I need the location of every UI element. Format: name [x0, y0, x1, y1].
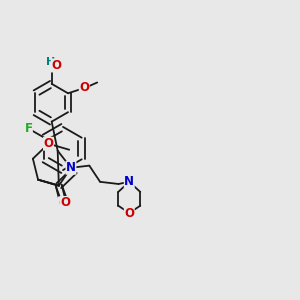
Text: O: O: [60, 196, 70, 209]
Text: N: N: [124, 175, 134, 188]
Text: H: H: [46, 57, 55, 67]
Text: F: F: [24, 122, 32, 135]
Text: O: O: [124, 206, 134, 220]
Text: O: O: [44, 137, 53, 150]
Text: O: O: [79, 81, 89, 94]
Text: O: O: [58, 197, 68, 210]
Text: O: O: [51, 59, 61, 72]
Text: N: N: [66, 161, 76, 174]
